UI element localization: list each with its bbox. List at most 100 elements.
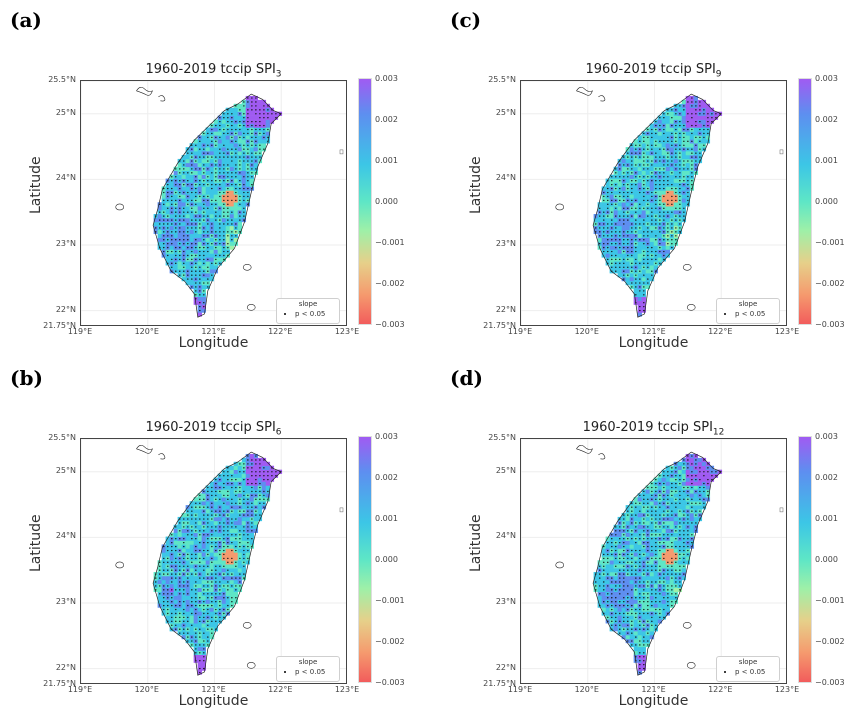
significance-dot [171,180,173,182]
significance-dot [223,164,225,166]
significance-dot [619,231,621,233]
significance-dot [211,262,213,265]
significance-dot [599,215,601,217]
significance-dot [219,172,221,174]
significance-dot [603,195,605,198]
significance-dot [211,526,213,528]
significance-dot [171,219,173,221]
slope-cell [237,568,243,573]
significance-dot [195,176,197,178]
significance-dot [227,231,229,233]
significance-dot [219,565,221,567]
slope-cell [173,170,178,175]
significance-dot [251,120,253,123]
significance-dot [635,180,637,182]
significance-dot [187,585,189,587]
significance-dot [207,258,209,261]
significance-dot [615,262,617,265]
significance-dot [215,207,217,209]
significance-dot [635,242,637,245]
significance-dot [623,246,625,249]
colorbar-tick-label: 0.001 [375,156,398,165]
significance-dot [191,246,193,249]
significance-dot [691,160,693,162]
slope-cell [649,186,654,191]
offshore-marker [339,507,344,513]
significance-dot [159,577,161,579]
significance-dot [259,113,261,115]
significance-dot [607,250,609,253]
slope-cell [165,210,170,215]
significance-dot [183,624,185,627]
significance-dot [219,589,221,591]
slope-cell [197,524,202,530]
colorbar-tick-label: −0.001 [375,238,405,247]
significance-dot [627,164,629,166]
significance-dot [203,640,205,642]
significance-dot [219,152,221,154]
significance-dot [671,164,673,166]
significance-dot [643,258,645,261]
significance-dot [655,168,657,170]
significance-dot [227,215,229,217]
slope-cell [233,465,239,470]
significance-dot [247,506,249,508]
significance-dot [239,195,241,198]
significance-dot [211,203,213,206]
significance-dot [223,565,225,567]
significance-dot [187,628,189,630]
slope-cell [185,544,190,549]
significance-dot [239,124,241,127]
significance-dot [627,620,629,623]
significance-dot [179,223,181,225]
significance-dot [187,180,189,182]
slope-cell [637,245,642,250]
significance-dot [211,514,213,516]
slope-cell [193,249,198,254]
y-tick-label: 25.5°N [488,75,516,84]
significance-dot [627,632,629,634]
slope-cell [233,210,239,215]
significance-dot [171,176,173,178]
significance-dot [603,231,605,233]
significance-dot [251,156,253,158]
significance-dot [199,494,201,497]
significance-dot [247,545,249,548]
significance-dot [179,227,181,229]
significance-dot [619,191,621,194]
slope-cell [649,276,654,282]
significance-dot [211,231,213,233]
significance-dot [195,286,197,288]
slope-cell [665,253,671,258]
slope-cell [637,182,642,187]
significance-dot [215,140,217,143]
slope-cell [597,237,602,242]
slope-cell [205,599,210,604]
significance-dot [227,608,229,611]
significance-dot [255,136,257,139]
colorbar-tick-label: 0.000 [375,555,398,564]
significance-dot [627,211,629,213]
significance-dot [235,478,237,481]
slope-cell [197,143,202,148]
significance-dot [179,183,181,186]
significance-dot [619,168,621,170]
legend-dot-icon [724,313,726,315]
significance-dot [699,120,701,123]
significance-dot [255,478,257,481]
slope-cell [197,296,202,301]
significance-dot [191,573,193,575]
significance-dot [231,211,233,213]
significance-dot [611,262,613,265]
significance-dot [195,640,197,642]
slope-cell [613,607,618,612]
slope-cell [257,103,263,109]
significance-dot [243,144,245,146]
significance-dot [623,195,625,198]
significance-dot [239,502,241,504]
slope-cell [193,233,198,238]
significance-dot [183,632,185,634]
slope-cell [193,162,198,168]
significance-dot [195,636,197,638]
slope-cell [181,634,186,640]
